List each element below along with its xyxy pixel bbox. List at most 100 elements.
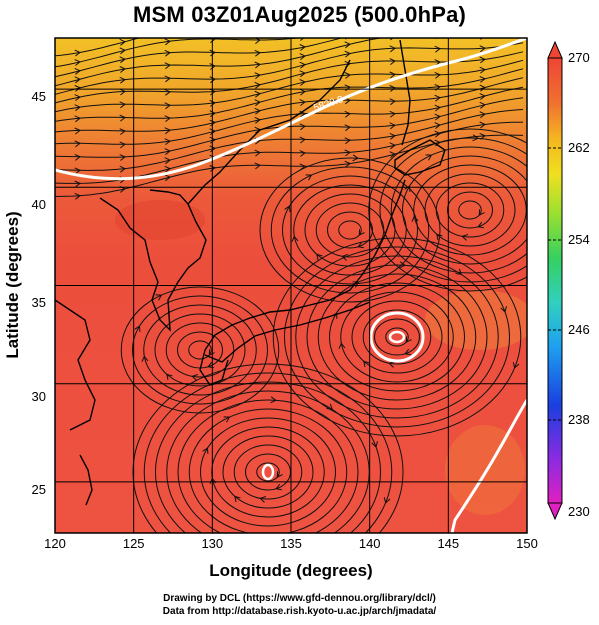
wind-arrow [119, 76, 126, 84]
wind-arrow [404, 185, 411, 192]
x-tick-label: 135 [280, 536, 302, 551]
colorbar-top-arrow [547, 40, 563, 59]
plot-frame [54, 37, 528, 534]
streamline [55, 38, 302, 68]
wind-arrow [411, 215, 419, 222]
footer-data-credit: Data from http://database.rish.kyoto-u.a… [162, 606, 437, 617]
streamline [55, 109, 524, 171]
wind-arrow [344, 137, 351, 145]
wind-arrow [191, 374, 199, 381]
wind-arrow [434, 122, 441, 129]
circulation-streamline [374, 318, 420, 356]
wind-arrow [344, 41, 351, 49]
wind-arrow [344, 124, 351, 132]
wind-arrow [254, 49, 261, 57]
wind-arrow [74, 167, 81, 175]
wind-arrow [435, 20, 440, 26]
wind-arrow [119, 38, 126, 46]
circulation-streamline [200, 417, 336, 527]
wind-arrow [74, 115, 81, 123]
circulation-streamline [272, 237, 522, 437]
circulation-streamline [435, 182, 505, 238]
circulation-streamline [390, 146, 527, 274]
wind-arrow [299, 123, 306, 131]
circulation-streamline [293, 184, 407, 276]
wind-arrow [389, 132, 396, 140]
wind-arrow [404, 348, 411, 356]
wind-arrow [74, 67, 81, 75]
cool-patch [115, 200, 205, 240]
wind-arrow [455, 268, 463, 276]
wind-arrow [254, 90, 261, 98]
wind-arrow [434, 45, 441, 53]
wind-arrow [512, 362, 520, 369]
circulation-streamline [188, 408, 348, 533]
wind-arrow [300, 38, 305, 41]
circulation-streamline [120, 286, 280, 414]
wind-arrow [284, 205, 291, 212]
x-tick-label: 150 [516, 536, 538, 551]
wind-arrow [254, 107, 261, 115]
wind-arrow [529, 142, 535, 148]
wind-arrow [119, 66, 126, 73]
wind-arrow [255, 24, 260, 30]
circulation-streamline [306, 264, 488, 410]
wind-arrow [480, 7, 485, 13]
wind-arrow [299, 150, 306, 157]
map-plot-area: 5820.0 [55, 7, 535, 557]
wind-arrow [74, 140, 81, 148]
wind-arrow [119, 101, 126, 109]
circulation-streamline [233, 444, 303, 500]
streamline [55, 38, 141, 57]
wind-arrow [164, 174, 171, 182]
wind-arrow [479, 111, 486, 119]
streamline [55, 51, 524, 104]
map-title: MSM 03Z01Aug2025 (500.0hPa) [132, 2, 467, 27]
wind-arrow [164, 102, 171, 110]
x-tick-label: 145 [437, 536, 459, 551]
circulation-streamline [222, 435, 314, 509]
wind-arrow [341, 254, 349, 261]
circulation-streamline [295, 255, 499, 419]
y-axis: 25 30 35 40 45 Latitude (degrees) [3, 89, 46, 497]
wind-arrow [344, 50, 351, 58]
colorbar-tick-label: 254 [568, 232, 590, 247]
wind-arrow [74, 104, 81, 112]
circulation-streamline [329, 282, 465, 392]
y-axis-label: Latitude (degrees) [3, 211, 22, 358]
wind-arrow [164, 88, 171, 96]
colorbar-bottom-arrow [547, 502, 563, 521]
wind-arrow [134, 325, 141, 332]
wind-arrow [299, 136, 306, 144]
streamline [55, 68, 524, 122]
wind-arrow [389, 142, 396, 150]
warm-patch [445, 425, 525, 515]
wind-arrow [479, 56, 486, 64]
wind-arrow [254, 149, 261, 157]
wind-arrow [389, 151, 396, 158]
circulation-streamline [379, 137, 527, 283]
colorbar: 270 262 254 246 238 230 [547, 40, 590, 521]
wind-arrow [74, 49, 81, 57]
y-tick-label: 45 [32, 89, 46, 104]
wind-arrow [434, 59, 441, 66]
wind-arrow [363, 360, 370, 368]
wind-arrow [234, 495, 241, 503]
circulation-streamline [259, 157, 441, 303]
wind-arrow [350, 552, 356, 557]
x-axis: 120 125 130 135 140 145 150 Longitude (d… [44, 536, 538, 580]
wind-arrow [383, 497, 391, 504]
wind-arrow [74, 94, 81, 101]
wind-arrow [74, 76, 81, 84]
wind-arrow [434, 94, 441, 102]
circulation-streamline [154, 313, 246, 387]
circulation-streamline [143, 304, 257, 396]
circulation-streamline [211, 426, 325, 518]
wind-arrow [477, 221, 484, 229]
wind-arrow [119, 128, 126, 135]
wind-arrow [299, 88, 306, 96]
circulation-streamline [177, 399, 359, 533]
colorbar-tick-label: 262 [568, 140, 590, 155]
wind-arrow [119, 114, 126, 122]
wind-arrow [299, 44, 306, 51]
